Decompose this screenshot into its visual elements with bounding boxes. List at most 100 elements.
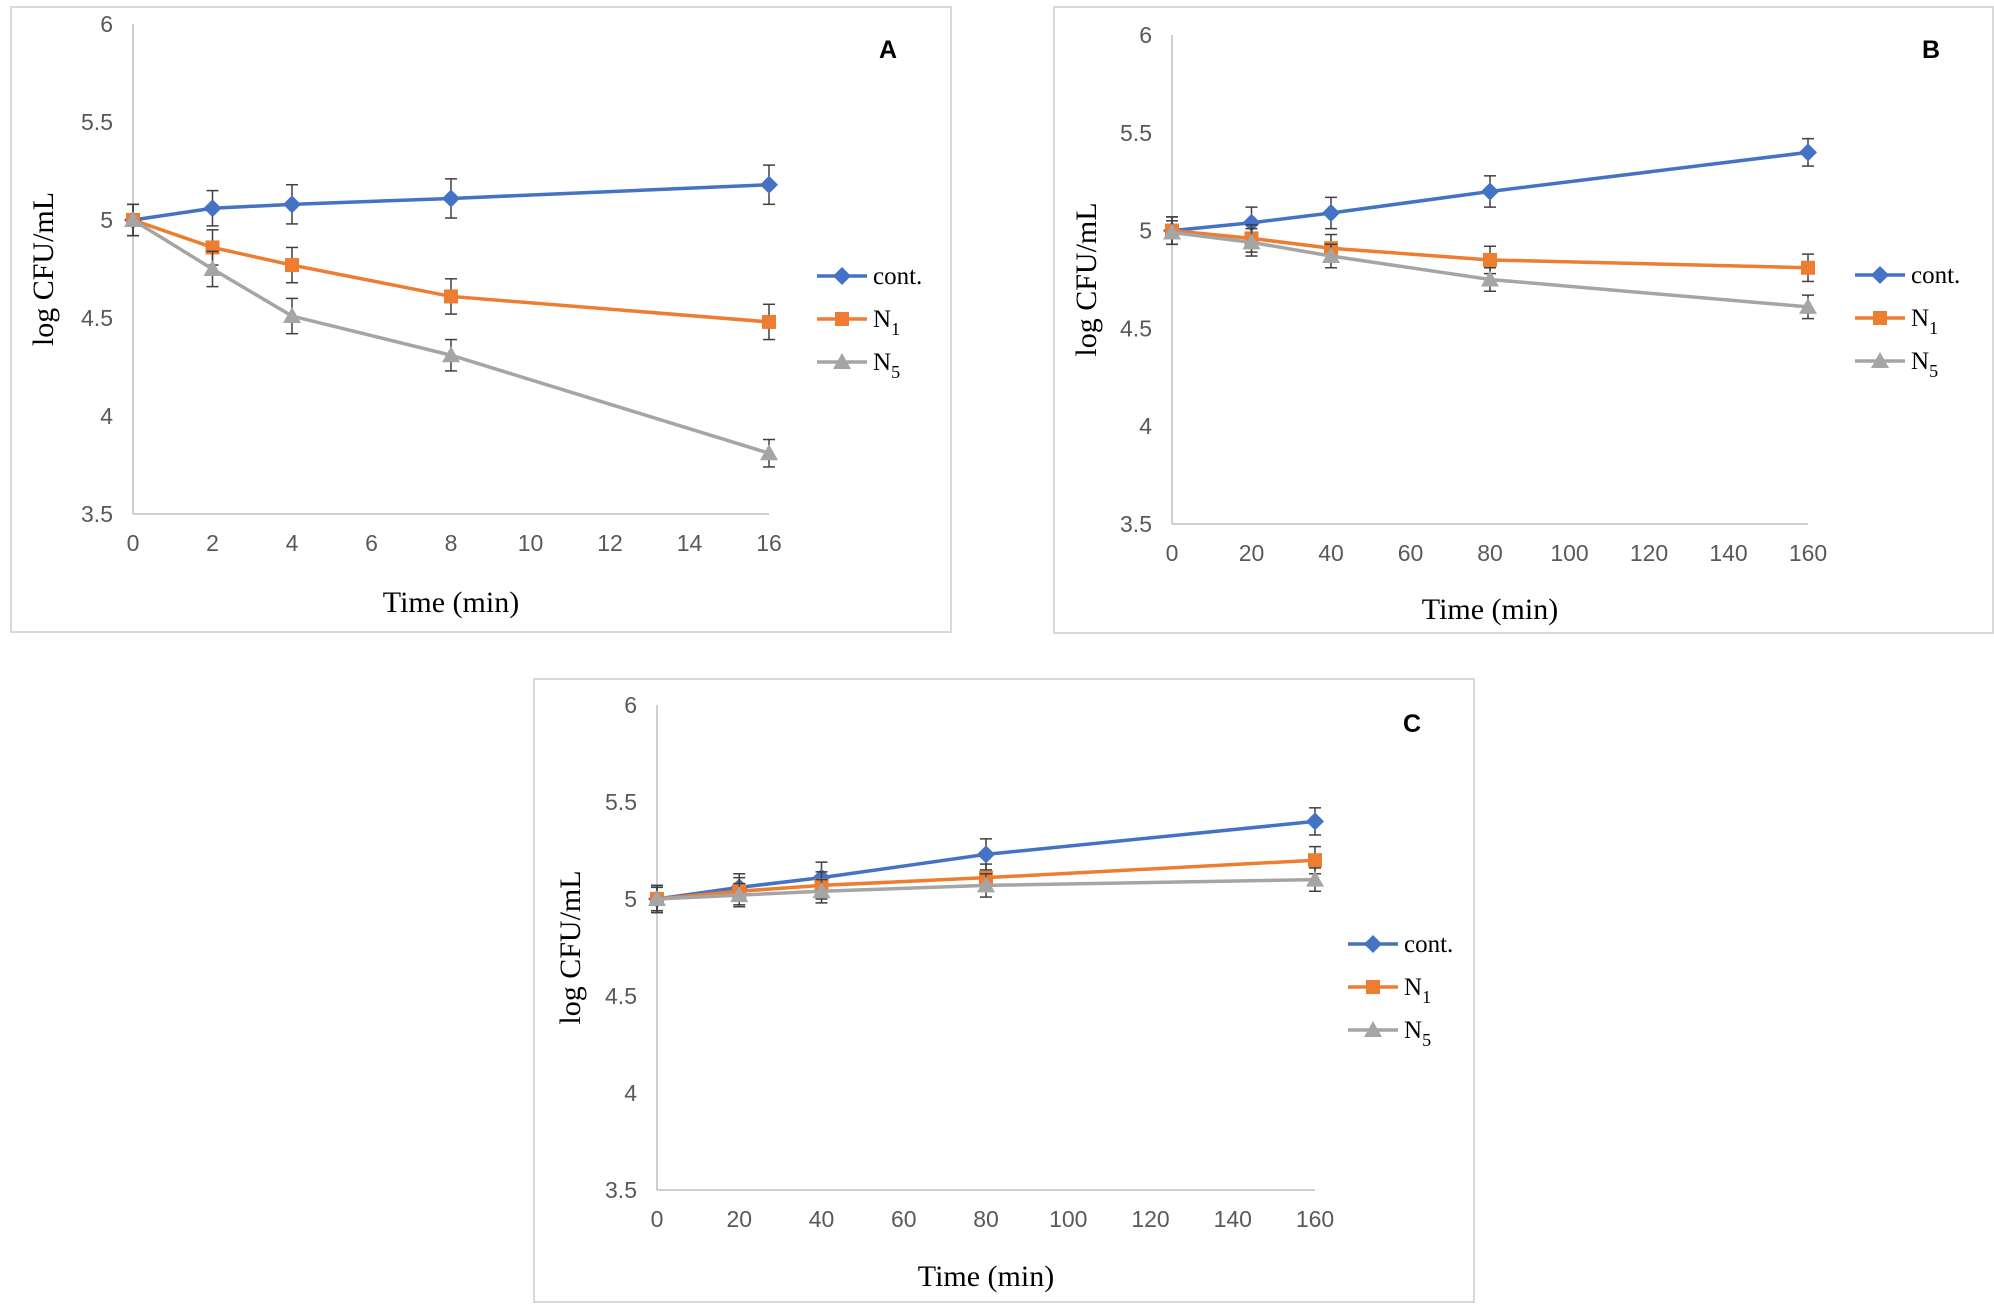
chart-c-series-n5-point bbox=[648, 890, 666, 906]
chart-c-series-n5-point bbox=[1306, 870, 1324, 887]
chart-c-y-axis-title: log CFU/mL bbox=[554, 870, 587, 1024]
chart-c-x-tick: 0 bbox=[651, 1206, 664, 1232]
chart-a-x-tick: 16 bbox=[756, 530, 782, 556]
chart-c-panel-label: C bbox=[1403, 710, 1421, 738]
chart-a-x-tick: 2 bbox=[206, 530, 219, 556]
chart-a-x-tick: 12 bbox=[597, 530, 623, 556]
chart-a-panel-label: A bbox=[879, 36, 897, 64]
chart-b-series-n5-point bbox=[1799, 297, 1817, 314]
chart-c-x-tick: 160 bbox=[1296, 1206, 1334, 1232]
chart-panel-a: 3.5 4 4.5 5 5.5 6 0 2 4 6 8 10 12 14 16 Time (min) log C… bbox=[10, 6, 952, 633]
chart-b-x-tick: 0 bbox=[1166, 540, 1179, 566]
chart-c-x-tick: 40 bbox=[809, 1206, 835, 1232]
chart-a-series-n5-point bbox=[124, 211, 142, 227]
chart-c-y-tick: 4 bbox=[624, 1080, 637, 1106]
chart-a-series-cont-point bbox=[283, 195, 301, 214]
chart-a-svg: 3.5 4 4.5 5 5.5 6 0 2 4 6 8 10 12 14 16 Time (min) log C… bbox=[27, 11, 922, 619]
chart-c-y-tick: 5.5 bbox=[605, 789, 637, 815]
chart-b-x-axis-title: Time (min) bbox=[1422, 593, 1558, 626]
chart-c-legend-n1-label: N1 bbox=[1404, 974, 1431, 1007]
chart-b-legend-n5: N5 bbox=[1855, 348, 1938, 381]
chart-a-series-cont-point bbox=[442, 189, 460, 208]
chart-a-series-n5-point bbox=[760, 444, 778, 461]
chart-b-legend-n1-label: N1 bbox=[1911, 305, 1938, 338]
chart-c-y-tick: 5 bbox=[624, 886, 637, 912]
chart-a-x-tick: 8 bbox=[445, 530, 458, 556]
chart-c-x-tick: 20 bbox=[726, 1206, 752, 1232]
chart-b-x-tick: 20 bbox=[1239, 540, 1265, 566]
chart-a-legend-n1-label: N1 bbox=[873, 306, 900, 339]
chart-c-x-tick: 60 bbox=[891, 1206, 917, 1232]
chart-b-series-cont-point bbox=[1242, 213, 1261, 232]
chart-b-legend-cont-label: cont. bbox=[1911, 262, 1960, 289]
chart-b-series-cont-point bbox=[1322, 203, 1340, 222]
chart-a-y-tick: 4 bbox=[100, 403, 113, 429]
chart-a-y-tick: 5 bbox=[100, 207, 113, 233]
chart-a-y-tick: 3.5 bbox=[81, 501, 113, 527]
chart-b-y-axis-title: log CFU/mL bbox=[1070, 202, 1103, 356]
chart-c-series-n5-point bbox=[730, 886, 749, 903]
chart-c-series-cont-point bbox=[1306, 812, 1324, 831]
chart-a-x-tick: 14 bbox=[677, 530, 703, 556]
chart-panel-b: 3.5 4 4.5 5 5.5 6 0 20 40 60 80 100 120 140 160 Time (m… bbox=[1053, 6, 1994, 634]
chart-c-legend-n5: N5 bbox=[1348, 1017, 1431, 1050]
chart-c-legend-n1-marker bbox=[1366, 980, 1380, 994]
chart-b-x-tick: 120 bbox=[1630, 540, 1668, 566]
chart-b-y-tick: 6 bbox=[1139, 22, 1152, 48]
chart-b-x-tick: 140 bbox=[1709, 540, 1747, 566]
chart-a-series-n5-point bbox=[203, 260, 222, 276]
chart-a-y-tick: 5.5 bbox=[81, 109, 113, 135]
chart-a-legend-n5-marker bbox=[833, 353, 851, 369]
chart-a-series-n5-point bbox=[442, 346, 460, 363]
chart-c-legend-cont-label: cont. bbox=[1404, 931, 1453, 958]
chart-b-series-n5-point bbox=[1163, 223, 1181, 240]
chart-a-series-cont-point bbox=[760, 175, 778, 194]
chart-b-series-cont-point bbox=[1799, 143, 1817, 162]
chart-c-x-tick: 120 bbox=[1131, 1206, 1169, 1232]
chart-b-series-cont-point bbox=[1481, 182, 1499, 201]
chart-a-y-tick: 4.5 bbox=[81, 305, 113, 331]
chart-c-series-n5-point bbox=[812, 882, 831, 899]
chart-c-x-tick: 80 bbox=[973, 1206, 999, 1232]
chart-c-legend-cont-marker bbox=[1364, 935, 1382, 953]
chart-b-legend-cont-marker bbox=[1871, 266, 1889, 284]
chart-b-legend-n1: N1 bbox=[1855, 305, 1938, 338]
chart-a-series-n1-point bbox=[444, 289, 458, 304]
chart-c-series-cont-point bbox=[977, 845, 995, 864]
chart-a-series-n1-point bbox=[285, 258, 299, 273]
chart-a-series-cont-point bbox=[203, 199, 222, 218]
chart-b-y-tick: 5.5 bbox=[1120, 120, 1152, 146]
chart-a-legend-n1: N1 bbox=[817, 306, 900, 339]
chart-a-legend-n5: N5 bbox=[817, 349, 900, 382]
chart-a-x-tick: 0 bbox=[127, 530, 140, 556]
chart-panel-c: 3.5 4 4.5 5 5.5 6 0 20 40 60 80 100 120 140 160 Time (m… bbox=[533, 678, 1475, 1303]
chart-c-x-tick: 140 bbox=[1214, 1206, 1252, 1232]
chart-b-series-n5-point bbox=[1481, 270, 1499, 287]
chart-b-legend-n5-label: N5 bbox=[1911, 348, 1938, 381]
chart-b-legend-n5-marker bbox=[1871, 352, 1889, 368]
chart-a-series-n1-point bbox=[762, 314, 776, 329]
chart-a-legend-cont: cont. bbox=[817, 263, 922, 290]
chart-b-x-tick: 100 bbox=[1550, 540, 1588, 566]
chart-b-series-n5-point bbox=[1242, 233, 1261, 250]
chart-b-x-tick: 60 bbox=[1398, 540, 1424, 566]
chart-b-series-n5-point bbox=[1322, 247, 1340, 264]
chart-c-y-tick: 6 bbox=[624, 692, 637, 718]
chart-c-x-axis-title: Time (min) bbox=[918, 1260, 1054, 1293]
chart-b-x-tick: 160 bbox=[1789, 540, 1827, 566]
chart-b-series-n1-point bbox=[1801, 260, 1815, 275]
chart-b-y-tick: 3.5 bbox=[1120, 511, 1152, 537]
chart-b-legend-cont: cont. bbox=[1855, 262, 1960, 289]
chart-a-legend-cont-label: cont. bbox=[873, 263, 922, 290]
chart-b-legend-n1-marker bbox=[1873, 311, 1887, 325]
chart-a-x-tick: 10 bbox=[518, 530, 544, 556]
chart-c-series-n1-point bbox=[1308, 853, 1322, 868]
chart-c-series-n5-point bbox=[977, 876, 995, 893]
chart-b-y-tick: 4 bbox=[1139, 413, 1152, 439]
chart-a-legend-n1-marker bbox=[835, 312, 849, 326]
chart-b-x-tick: 40 bbox=[1318, 540, 1344, 566]
chart-a-legend-cont-marker bbox=[833, 267, 851, 285]
chart-c-legend-cont: cont. bbox=[1348, 931, 1453, 958]
chart-b-y-tick: 5 bbox=[1139, 218, 1152, 244]
